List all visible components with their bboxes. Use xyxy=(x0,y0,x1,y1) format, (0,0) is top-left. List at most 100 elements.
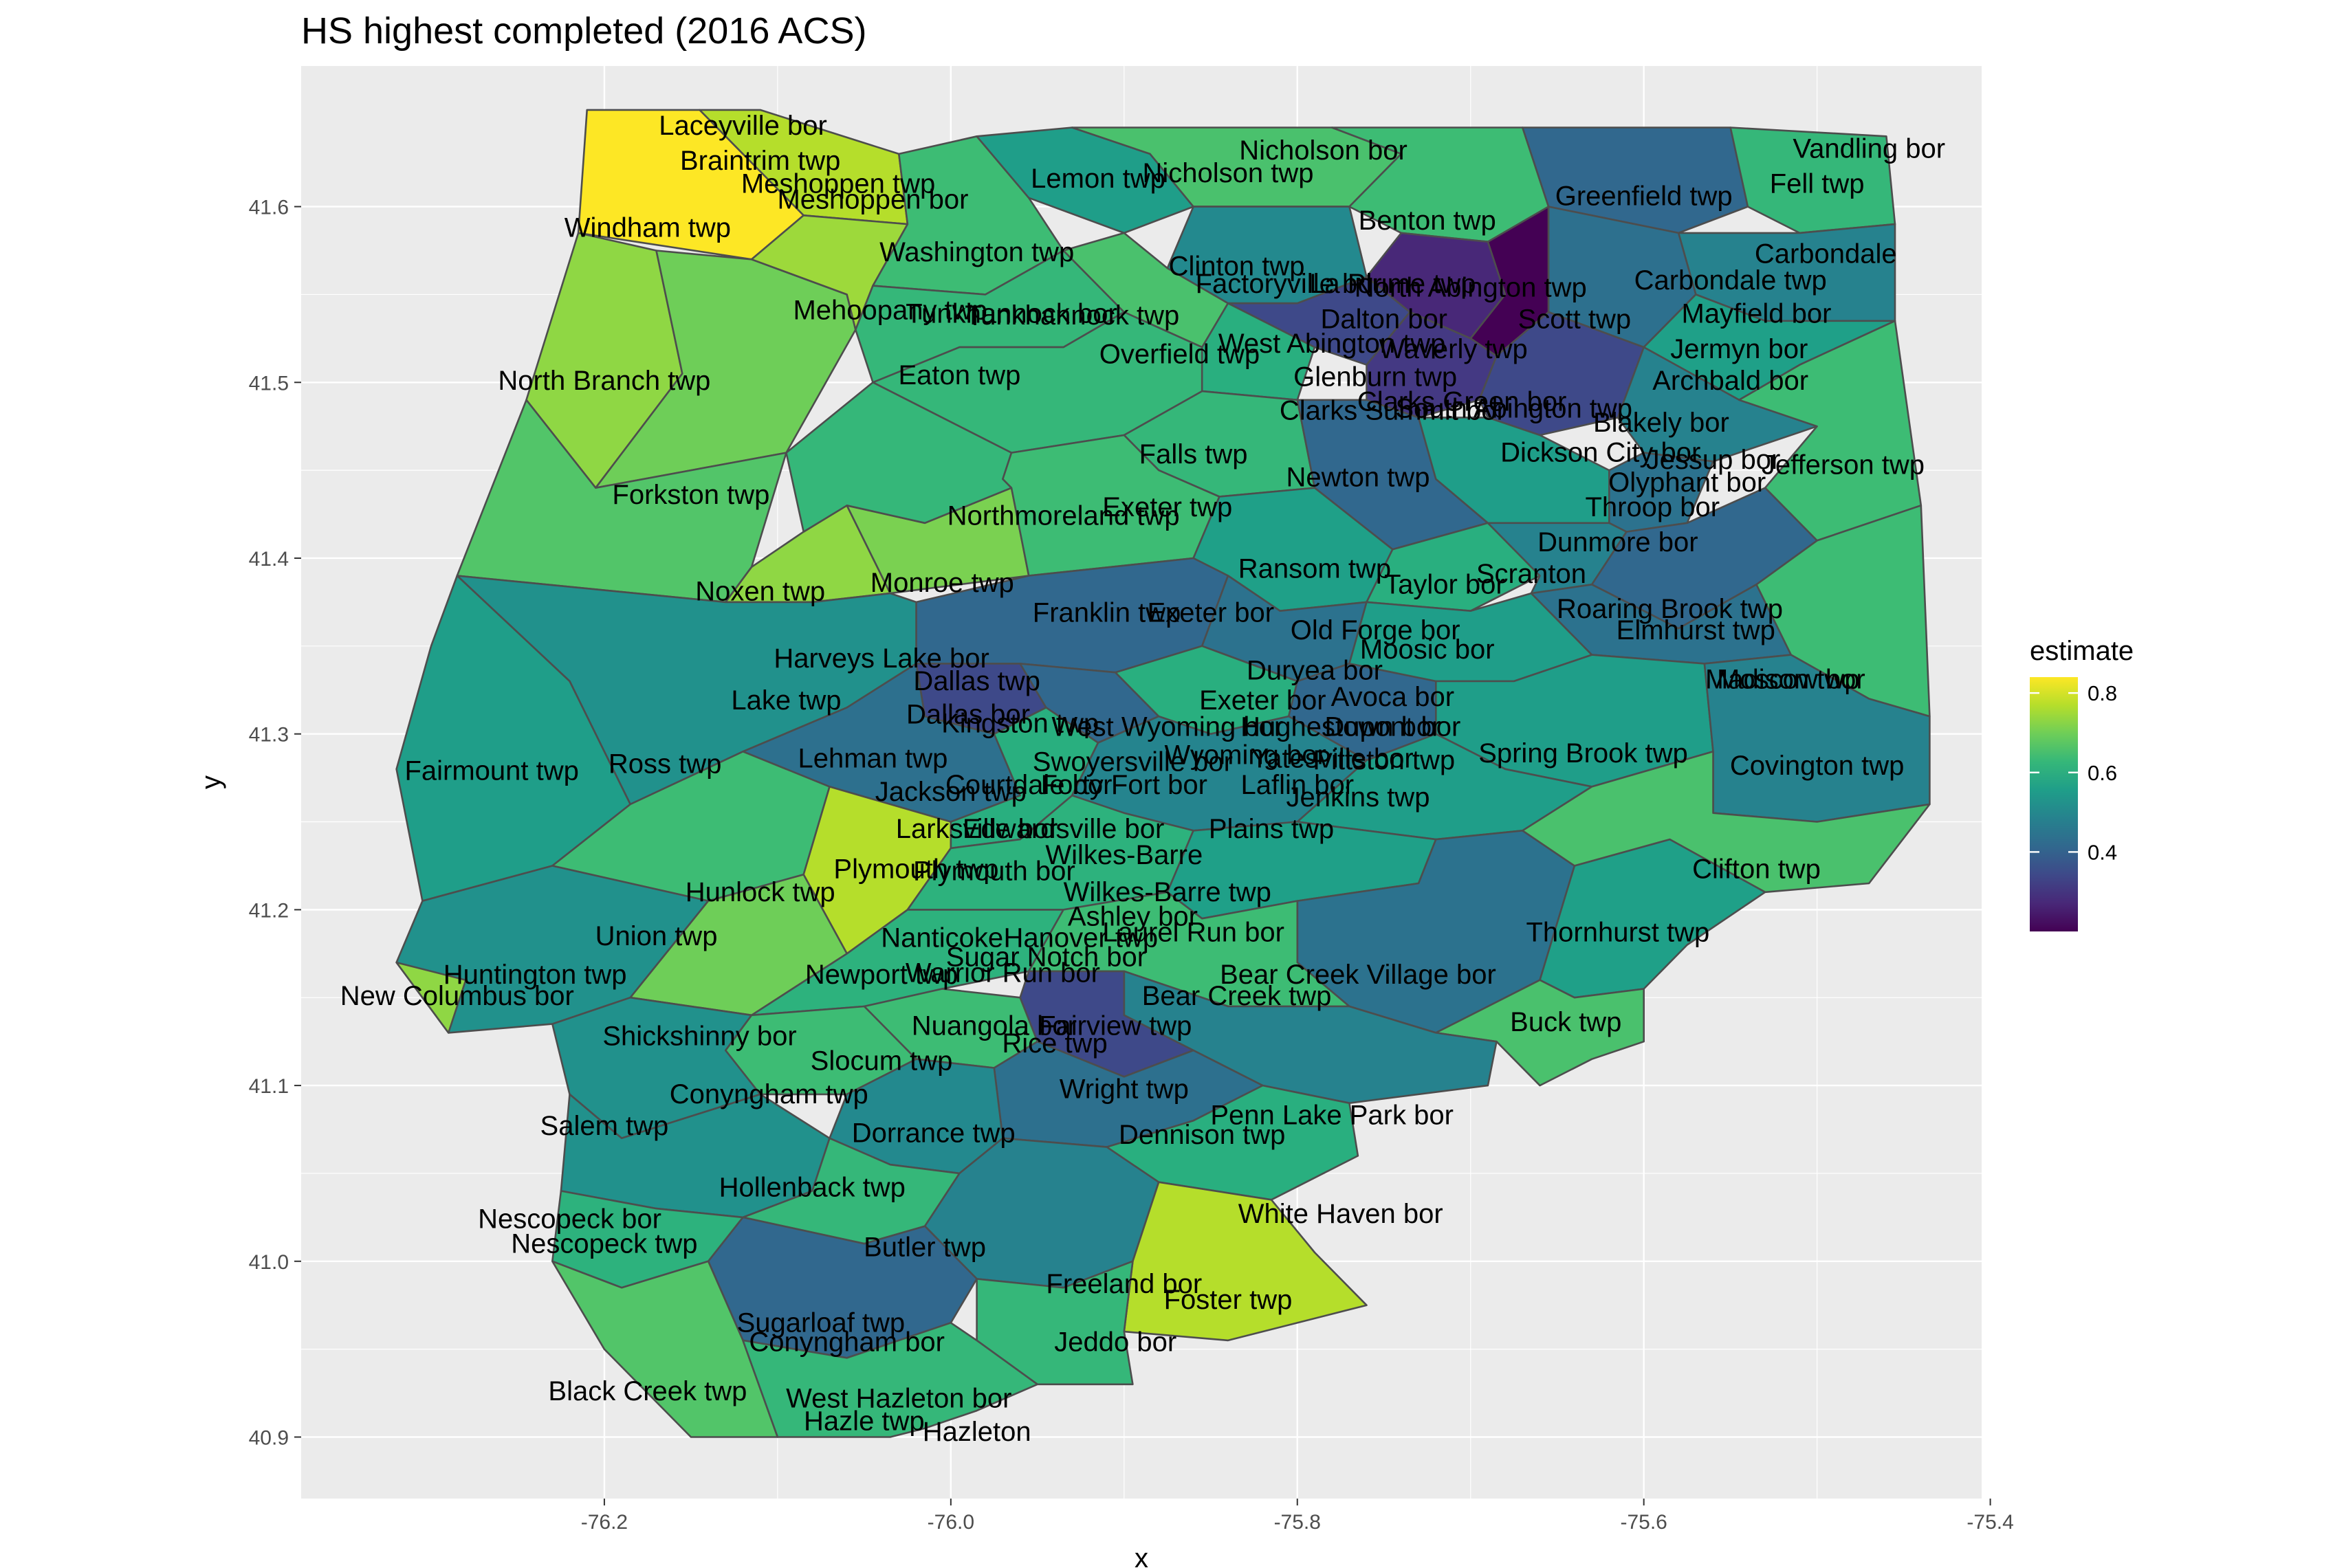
place-label: Clarks Summit bor xyxy=(1280,395,1506,426)
place-label: Jenkins twp xyxy=(1286,782,1430,813)
place-label: Bear Creek Village bor xyxy=(1220,960,1496,990)
legend-tick-label: 0.6 xyxy=(2088,761,2117,785)
place-label: Tunkhannock twp xyxy=(965,300,1179,331)
place-label: Lemon twp xyxy=(1031,164,1165,194)
place-label: Exeter bor xyxy=(1148,597,1275,628)
place-label: Braintrim twp xyxy=(680,146,840,176)
place-label: Jessup bor xyxy=(1646,445,1781,475)
place-label: Archbald bor xyxy=(1652,366,1808,396)
place-label: Pittston twp xyxy=(1313,745,1455,775)
place-label: South Abington twp xyxy=(1395,394,1632,424)
place-label: Thornhurst twp xyxy=(1526,918,1709,948)
place-label: Jeddo bor xyxy=(1054,1327,1176,1358)
place-label: Exeter bor xyxy=(1199,685,1326,716)
x-axis-title: x xyxy=(1135,1543,1148,1568)
x-tick-label: -75.6 xyxy=(1620,1511,1667,1534)
place-label: Nicholson twp xyxy=(1142,158,1313,188)
place-label: West Abington twp xyxy=(1218,329,1446,359)
place-label: Eaton twp xyxy=(898,360,1020,390)
place-label: Sugarloaf twp xyxy=(737,1307,906,1338)
place-label: Moosic bor xyxy=(1360,634,1495,665)
place-label: Plains twp xyxy=(1209,814,1334,844)
x-axis: -76.2 -76.0 -75.8 -75.6 -75.4 xyxy=(581,1499,2014,1534)
place-label: Scranton xyxy=(1476,559,1586,589)
place-label: Mehoopany twp xyxy=(793,296,987,326)
place-label: North Abington twp xyxy=(1355,272,1587,302)
place-label: Ross twp xyxy=(609,749,722,779)
y-tick-label: 41.2 xyxy=(249,899,289,922)
place-label: Meshoppen bor xyxy=(777,184,968,214)
place-label: New Columbus bor xyxy=(340,981,574,1011)
place-label: West Hazleton bor xyxy=(786,1383,1011,1413)
regions-layer xyxy=(395,109,1931,1438)
place-label: Fairmount twp xyxy=(404,755,578,786)
place-label: Jefferson twp xyxy=(1762,450,1925,481)
place-label: Carbondale xyxy=(1755,239,1897,269)
place-label: Hunlock twp xyxy=(686,877,835,907)
y-tick-label: 41.1 xyxy=(249,1075,289,1098)
region-polygon xyxy=(1366,522,1541,612)
place-label: Nescopeck bor xyxy=(478,1204,661,1235)
region-polygon xyxy=(1522,751,1931,894)
place-label: Conyngham bor xyxy=(749,1327,945,1358)
place-label: Jackson twp xyxy=(875,777,1027,807)
place-label: Foster twp xyxy=(1164,1285,1293,1315)
place-label: Dennison twp xyxy=(1119,1120,1285,1150)
place-label: Noxen twp xyxy=(695,577,825,607)
legend-ticks: 0.4 0.6 0.8 xyxy=(2030,681,2117,864)
place-label: Edwardsville bor xyxy=(963,814,1164,844)
place-label: Sugar Notch bor xyxy=(946,942,1146,973)
place-label: Laurel Run bor xyxy=(1102,918,1284,948)
place-label: Ashley bor xyxy=(1068,902,1198,932)
place-label: Slocum twp xyxy=(811,1046,953,1076)
place-label: Throop bor xyxy=(1585,492,1720,522)
place-label: Dickson City bor xyxy=(1500,438,1700,468)
place-label: Madison twp xyxy=(1705,665,1860,695)
place-label: Dallas bor xyxy=(906,700,1030,730)
place-label: Rice twp xyxy=(1002,1028,1107,1059)
y-axis: 40.9 41.0 41.1 41.2 41.3 41.4 41.5 41.6 xyxy=(249,197,301,1450)
place-label: Newport twp xyxy=(805,960,958,990)
legend-tick-label: 0.4 xyxy=(2088,840,2117,864)
place-label: Swoyersville bor xyxy=(1033,747,1233,777)
place-label: Vandling bor xyxy=(1793,133,1945,164)
place-label: Plymouth bor xyxy=(913,856,1075,886)
y-tick-label: 41.5 xyxy=(249,372,289,395)
place-label: Laceyville bor xyxy=(659,111,827,141)
place-label: Dorrance twp xyxy=(852,1118,1016,1148)
place-label: Dunmore bor xyxy=(1537,527,1698,557)
place-label: Newton twp xyxy=(1286,462,1430,492)
place-label: Taylor bor xyxy=(1384,569,1505,599)
place-label: Nicholson bor xyxy=(1239,135,1408,166)
place-label: Greenfield twp xyxy=(1555,181,1733,211)
region-polygon xyxy=(1522,126,1749,234)
place-label: Elmhurst twp xyxy=(1617,615,1775,645)
place-label: Covington twp xyxy=(1730,751,1904,781)
place-label: Windham twp xyxy=(565,212,731,243)
place-label: Hughestown bor xyxy=(1240,712,1441,742)
x-tick-label: -76.0 xyxy=(928,1511,974,1534)
place-label: Wright twp xyxy=(1060,1074,1189,1104)
place-label: Scott twp xyxy=(1518,304,1632,334)
place-label: Larksville bor xyxy=(896,814,1058,844)
place-label: Moscow bor xyxy=(1717,665,1865,695)
place-label: Butler twp xyxy=(864,1232,986,1262)
place-label: Mayfield bor xyxy=(1682,299,1832,329)
y-tick-label: 40.9 xyxy=(249,1427,289,1450)
y-tick-label: 41.6 xyxy=(249,197,289,219)
place-label: Salem twp xyxy=(540,1111,669,1141)
place-label: Hazle twp xyxy=(804,1406,925,1437)
place-label: Wilkes-Barre xyxy=(1045,840,1203,870)
x-tick-label: -75.8 xyxy=(1274,1511,1321,1534)
place-label: Nuangola bor xyxy=(912,1011,1077,1041)
place-label: Avoca bor xyxy=(1331,682,1454,712)
place-label: Glenburn twp xyxy=(1293,362,1457,393)
place-label: Spring Brook twp xyxy=(1478,738,1688,769)
place-label: Clinton twp xyxy=(1169,252,1305,282)
place-label: Kingston twp xyxy=(941,708,1099,738)
place-label: Wilkes-Barre twp xyxy=(1064,877,1271,907)
place-label: La Plume twp xyxy=(1309,269,1476,299)
place-label: Plymouth twp xyxy=(833,854,998,885)
